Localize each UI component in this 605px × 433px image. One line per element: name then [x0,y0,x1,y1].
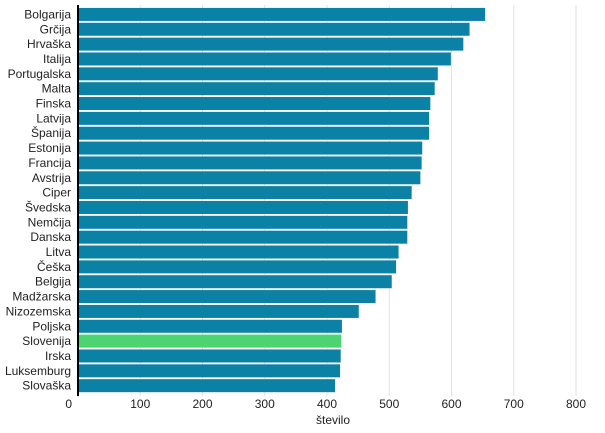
bar[interactable] [78,171,421,185]
category-label: Italija [43,52,71,66]
x-tick-label: 700 [504,397,524,411]
bar[interactable] [78,319,342,333]
category-label: Nizozemska [6,304,72,318]
bar[interactable] [78,230,408,244]
category-label: Grčija [40,22,72,36]
category-labels: BolgarijaGrčijaHrvaškaItalijaPortugalska… [5,7,71,392]
bar[interactable] [78,37,464,51]
bar[interactable] [78,111,430,125]
bar[interactable] [78,97,431,111]
bars [78,7,486,393]
bar[interactable] [78,7,486,21]
category-label: Slovenija [22,334,71,348]
bar[interactable] [78,126,430,140]
category-label: Belgija [35,275,71,289]
bar[interactable] [78,200,408,214]
bar[interactable] [78,334,342,348]
x-tick-label: 300 [255,397,275,411]
bar[interactable] [78,156,422,170]
x-tick-label: 600 [441,397,461,411]
category-label: Luksemburg [5,364,71,378]
x-axis-title: število [316,413,350,427]
category-label: Finska [36,97,72,111]
category-label: Španija [31,125,71,140]
bar[interactable] [78,186,412,200]
x-tick-label: 200 [192,397,212,411]
x-tick-label: 400 [317,397,337,411]
category-label: Nemčija [28,215,72,229]
bar[interactable] [78,141,423,155]
bar[interactable] [78,364,341,378]
category-label: Češka [37,259,71,274]
x-tick-label: 500 [379,397,399,411]
bar[interactable] [78,52,451,66]
bar[interactable] [78,260,397,274]
category-label: Litva [46,245,72,259]
category-label: Estonija [28,141,71,155]
category-label: Švedska [25,199,71,214]
bar[interactable] [78,349,341,363]
bar[interactable] [78,290,376,304]
x-tick-label: 100 [130,397,150,411]
category-label: Ciper [42,186,71,200]
bar[interactable] [78,22,470,36]
bar[interactable] [78,245,399,259]
category-label: Hrvaška [27,37,71,51]
category-label: Madžarska [12,290,71,304]
bar[interactable] [78,67,438,81]
category-label: Avstrija [32,171,71,185]
x-tick-labels: 0 100 200 300 400 500 600 700 800 [65,397,586,411]
category-label: Poljska [32,319,71,333]
x-tick-label: 0 [65,397,72,411]
category-label: Irska [45,349,71,363]
category-label: Latvija [36,111,71,125]
bar[interactable] [78,82,435,96]
bar[interactable] [78,215,408,229]
category-label: Francija [28,156,71,170]
category-label: Malta [42,82,72,96]
category-label: Bolgarija [24,7,71,21]
category-label: Portugalska [8,67,72,81]
x-tick-label: 800 [566,397,586,411]
bar[interactable] [78,379,336,393]
category-label: Danska [30,230,71,244]
category-label: Slovaška [22,379,71,393]
bar[interactable] [78,304,359,318]
bar[interactable] [78,275,392,289]
